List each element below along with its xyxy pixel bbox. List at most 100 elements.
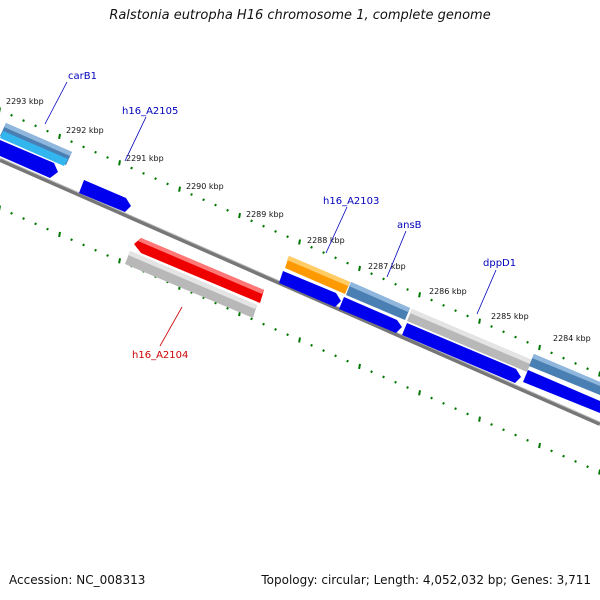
gene-bar-h16-A2103-highlight [287,256,350,286]
gene-bar-reverse-grey-highlight [128,251,257,309]
major-tick [118,258,121,264]
minor-tick [526,438,529,442]
minor-tick [166,182,169,186]
leader-line-h16-A2105 [124,116,147,162]
major-tick [58,133,61,140]
minor-tick [442,401,445,405]
major-tick [58,231,61,238]
minor-tick [466,314,469,318]
minor-tick [430,396,433,400]
gene-bar-h16-A2104-highlight [138,238,264,294]
minor-tick [322,349,325,352]
tick-label: 2287 kbp [368,262,406,271]
minor-tick [274,328,277,331]
leader-line-h16-A2104 [159,306,183,347]
gene-label-ansB[interactable]: ansB [397,220,422,231]
minor-tick [154,177,157,181]
minor-tick [250,219,253,223]
minor-tick [46,129,49,133]
minor-tick [214,301,217,305]
cds-arrow-5[interactable] [402,323,521,383]
minor-tick [10,113,13,117]
outer-tick-ring [0,107,600,377]
major-tick [478,416,481,422]
gene-label-h16-A2105[interactable]: h16_A2105 [122,106,178,117]
major-tick [538,344,541,351]
cds-arrow-3[interactable] [279,271,341,307]
minor-tick [586,367,589,371]
minor-tick [490,423,493,426]
minor-tick [250,317,253,321]
minor-tick [286,235,289,239]
cds-arrow-6[interactable] [523,370,600,413]
inner-tick-ring [0,205,600,475]
major-tick [418,292,421,298]
minor-tick [490,325,493,328]
gene-bar-right-edge[interactable] [529,354,600,395]
accession-text: Accession: NC_008313 [9,573,146,587]
minor-tick [430,298,433,302]
gene-bar-right-edge-highlight [532,354,600,386]
tick-label: 2285 kbp [491,312,529,321]
map-title: Ralstonia eutropha H16 chromosome 1, com… [109,8,491,23]
minor-tick [334,256,337,260]
minor-tick [82,145,85,149]
major-tick [358,363,361,370]
gene-label-h16-A2103[interactable]: h16_A2103 [323,196,379,207]
major-tick [118,160,121,166]
tick-label: 2291 kbp [126,154,164,163]
leader-line-carB1 [44,81,68,125]
major-tick [478,318,481,324]
minor-tick [526,340,529,344]
tick-label: 2284 kbp [553,334,591,343]
major-tick [418,390,421,396]
minor-tick [10,211,13,215]
minor-tick [106,156,109,159]
gene-bar-dppD1-highlight [410,309,532,364]
gene-label-dppD1[interactable]: dppD1 [483,258,516,269]
gene-label-carB1[interactable]: carB1 [68,71,97,82]
minor-tick [394,282,397,286]
minor-tick [394,380,397,384]
minor-tick [466,412,469,416]
leader-line-h16-A2103 [325,206,348,254]
minor-tick [70,140,73,144]
minor-tick [82,243,85,247]
minor-tick [406,288,409,291]
minor-tick [550,449,553,453]
minor-tick [310,343,313,347]
leader-line-ansB [386,230,407,278]
minor-tick [106,254,109,257]
minor-tick [262,224,265,228]
cds-arrow-4[interactable] [339,297,402,333]
minor-tick [334,354,337,358]
minor-tick [370,370,373,374]
leader-line-dppD1 [476,269,497,315]
tick-label: 2293 kbp [6,97,44,106]
minor-tick [502,428,505,432]
cds-arrow-2[interactable] [79,180,131,212]
major-tick [358,265,361,272]
minor-tick [586,465,589,469]
minor-tick [406,386,409,389]
minor-tick [190,193,193,196]
minor-tick [226,208,229,212]
minor-tick [562,356,565,360]
minor-tick [46,227,49,231]
gene-bar-ansB-highlight [349,282,410,312]
tick-label: 2289 kbp [246,210,284,219]
major-tick [298,337,301,343]
minor-tick [94,150,97,154]
minor-tick [442,303,445,307]
minor-tick [562,454,565,458]
tick-label: 2292 kbp [66,126,104,135]
minor-tick [382,375,385,379]
gene-bar-carB1-cyan[interactable] [0,131,68,166]
cds-arrow-1[interactable] [0,140,58,178]
minor-tick [550,351,553,355]
tick-label: 2288 kbp [307,236,345,245]
gene-label-h16-A2104[interactable]: h16_A2104 [132,350,188,361]
gene-bar-h16-A2104[interactable] [134,238,264,303]
genome-summary-text: Topology: circular; Length: 4,052,032 bp… [261,573,591,587]
